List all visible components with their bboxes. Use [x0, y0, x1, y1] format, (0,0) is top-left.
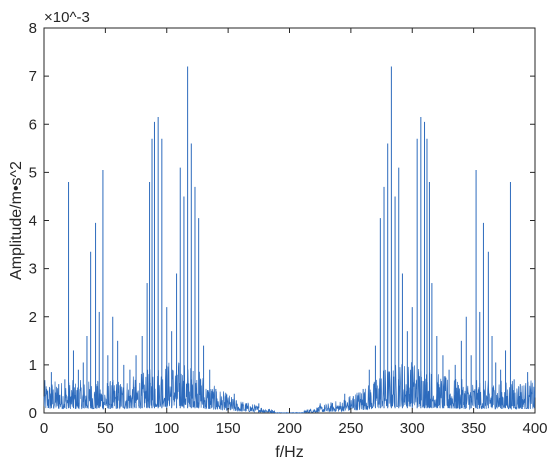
- x-tick-label: 400: [522, 420, 547, 437]
- y-axis-title: Amplitude/m•s^2: [8, 161, 25, 280]
- x-tick-label: 0: [40, 420, 48, 437]
- y-tick-label: 8: [29, 20, 37, 37]
- x-tick-label: 150: [216, 420, 241, 437]
- y-tick-label: 2: [29, 309, 37, 326]
- x-tick-label: 350: [461, 420, 486, 437]
- y-tick-label: 5: [29, 164, 37, 181]
- y-tick-label: 6: [29, 116, 37, 133]
- y-tick-label: 1: [29, 357, 37, 374]
- y-tick-label: 4: [29, 213, 37, 230]
- signal-series: [43, 66, 536, 414]
- x-axis-title: f/Hz: [275, 444, 303, 461]
- x-tick-label: 200: [277, 420, 302, 437]
- y-exponent-label: ×10^-3: [44, 9, 90, 26]
- x-tick-label: 100: [154, 420, 179, 437]
- x-tick-label: 250: [338, 420, 363, 437]
- y-tick-label: 0: [29, 405, 37, 422]
- x-tick-label: 50: [97, 420, 114, 437]
- x-tick-label: 300: [400, 420, 425, 437]
- plot-area: [43, 27, 536, 414]
- y-tick-label: 3: [29, 261, 37, 278]
- y-tick-label: 7: [29, 68, 37, 85]
- axis-ticks: 0 50 100 150 200 250 300 350 400 0 1 2 3 4 5 6 7 8: [29, 20, 548, 437]
